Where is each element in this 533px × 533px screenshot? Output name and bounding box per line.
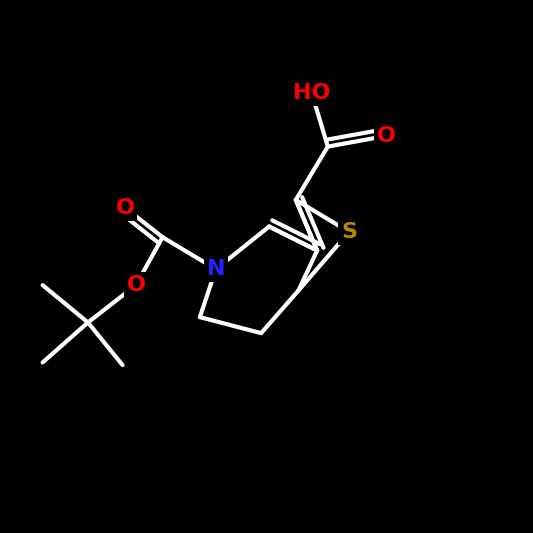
Text: O: O bbox=[126, 275, 146, 295]
Text: O: O bbox=[116, 198, 135, 218]
Text: HO: HO bbox=[293, 83, 330, 103]
Text: O: O bbox=[377, 126, 396, 146]
Text: S: S bbox=[341, 222, 357, 242]
Text: N: N bbox=[207, 259, 225, 279]
